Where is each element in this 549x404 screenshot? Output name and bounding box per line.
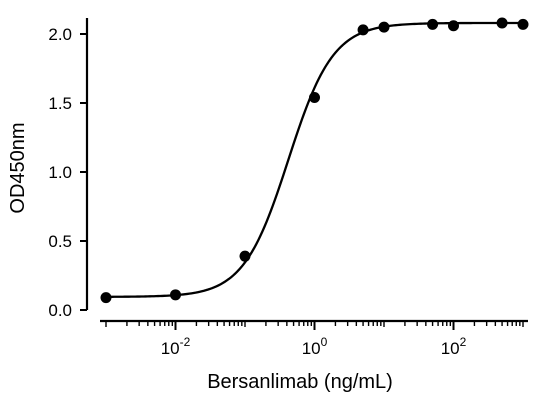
y-tick-label: 2.0 bbox=[48, 25, 72, 44]
data-point bbox=[427, 18, 439, 30]
data-point bbox=[170, 289, 181, 301]
data-point bbox=[378, 21, 390, 33]
x-ticks: 10-2 100 102 bbox=[105, 321, 524, 358]
data-point bbox=[517, 18, 529, 30]
data-point bbox=[357, 24, 369, 36]
data-points bbox=[100, 17, 529, 304]
x-tick-label: 10-2 bbox=[161, 335, 191, 358]
data-point bbox=[309, 91, 320, 103]
x-axis-title: Bersanlimab (ng/mL) bbox=[207, 371, 393, 393]
y-tick-label: 1.0 bbox=[48, 163, 72, 182]
y-tick-label: 0.5 bbox=[48, 232, 72, 251]
y-axis: 0.0 0.5 1.0 1.5 2.0 bbox=[48, 18, 89, 320]
data-point bbox=[239, 250, 251, 262]
x-axis: 10-2 100 102 bbox=[100, 319, 528, 358]
data-point bbox=[100, 292, 112, 304]
y-ticks: 0.0 0.5 1.0 1.5 2.0 bbox=[48, 25, 87, 320]
x-tick-label: 100 bbox=[302, 335, 328, 358]
plot-area bbox=[100, 17, 529, 304]
y-axis-title: OD450nm bbox=[7, 122, 29, 213]
y-tick-label: 1.5 bbox=[48, 94, 72, 113]
y-tick-label: 0.0 bbox=[48, 301, 72, 320]
data-point bbox=[496, 17, 508, 29]
fit-curve bbox=[105, 21, 523, 298]
x-tick-label: 102 bbox=[441, 335, 467, 358]
data-point bbox=[448, 20, 459, 32]
